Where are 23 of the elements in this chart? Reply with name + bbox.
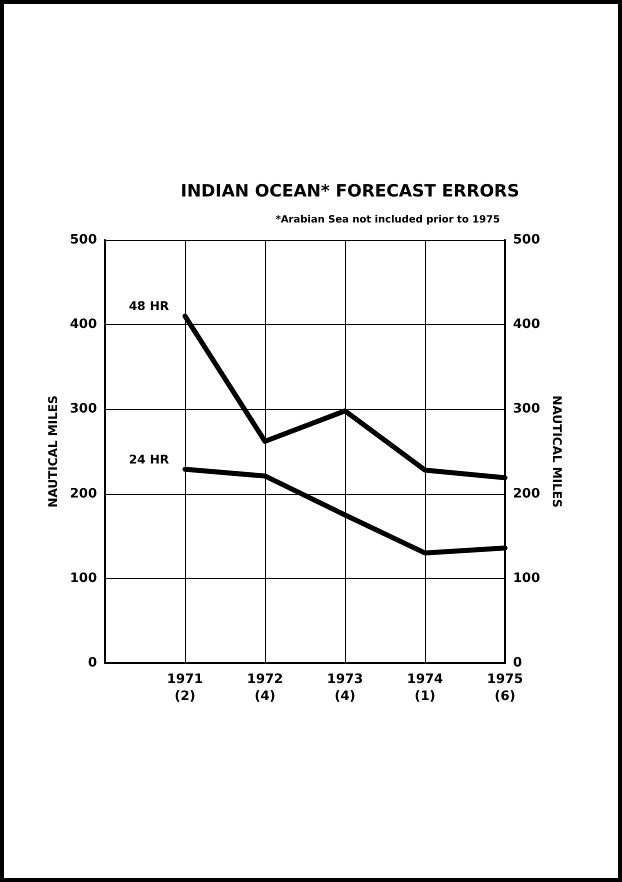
chart-title: INDIAN OCEAN* FORECAST ERRORS (180, 182, 520, 202)
y2-axis-title: NAUTICAL MILES (550, 395, 564, 508)
y-tick-label: 400 (70, 317, 97, 332)
series-label: 24 HR (128, 452, 169, 466)
x-tick-label: 1972 (4) (246, 672, 284, 704)
y2-tick-label: 400 (513, 317, 540, 332)
y2-tick-label: 0 (513, 656, 522, 670)
y2-tick-label: 200 (513, 486, 540, 502)
y2-tick-label: 300 (513, 402, 540, 417)
x-tick-label: 1974 (1) (406, 672, 444, 704)
y-tick-label: 300 (70, 402, 97, 417)
y-tick-label: 0 (88, 656, 97, 670)
y-tick-label: 100 (70, 570, 97, 586)
y-tick-label: 200 (70, 486, 97, 502)
x-tick-label: 1971 (2) (166, 672, 204, 704)
x-tick-label: 1975 (6) (486, 672, 524, 704)
series-label: 48 HR (128, 299, 169, 314)
y-axis-title: NAUTICAL MILES (46, 395, 60, 508)
text: *Arabian Sea not included prior to 1975 (276, 214, 500, 226)
y2-tick-label: 500 (513, 232, 540, 248)
y2-tick-label: 100 (513, 570, 540, 586)
y-tick-label: 500 (70, 232, 97, 248)
x-tick-label: 1973 (4) (326, 672, 364, 704)
